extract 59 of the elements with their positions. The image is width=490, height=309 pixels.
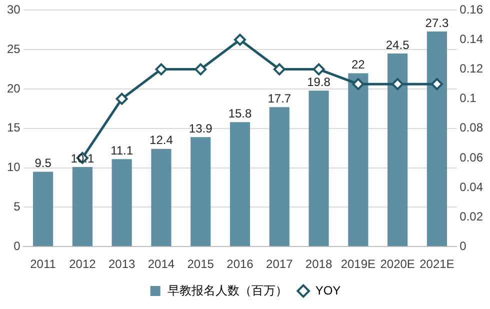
x-tick-label: 2017 [266, 257, 294, 272]
legend-label: YOY [315, 283, 341, 298]
y2-tick-label: 0.1 [460, 91, 477, 106]
x-tick-label: 2015 [187, 257, 214, 272]
x-tick-label: 2020E [380, 257, 415, 272]
bar [348, 73, 368, 246]
data-label: 17.7 [268, 91, 292, 106]
legend-label: 早教报名人数（百万） [167, 283, 288, 298]
x-tick-label: 2011 [30, 257, 56, 272]
point [312, 63, 325, 76]
point [234, 34, 246, 46]
point [392, 78, 404, 90]
x-tick-label: 2016 [226, 257, 254, 272]
point [155, 63, 168, 76]
data-label: 22 [351, 58, 366, 72]
bar [151, 148, 172, 246]
point [194, 63, 207, 76]
y-tick-label: 25 [6, 42, 21, 56]
x-tick-label: 2012 [69, 257, 96, 272]
bar [269, 107, 290, 246]
y-tick-label: 5 [14, 200, 21, 214]
x-tick-label: 2019E [340, 257, 376, 272]
bar [112, 159, 132, 246]
y-tick-label: 0 [14, 238, 21, 253]
y2-tick-label: 0.16 [460, 2, 484, 17]
y-tick-label: 15 [6, 120, 21, 135]
data-label: 27.3 [425, 16, 449, 30]
point [116, 92, 128, 105]
y2-tick-label: 0 [460, 238, 467, 253]
y2-tick-label: 0.14 [460, 32, 484, 46]
x-tick-label: 2021E [420, 257, 454, 272]
bar [72, 167, 92, 246]
y2-tick-label: 0.04 [460, 180, 484, 194]
x-tick-label: 2013 [108, 257, 136, 272]
bar [308, 90, 329, 246]
data-label: 24.5 [386, 38, 410, 52]
data-label: 11.1 [110, 143, 134, 158]
y-tick-label: 30 [6, 2, 21, 17]
x-tick-label: 2014 [148, 257, 175, 272]
y2-tick-label: 0.08 [460, 120, 484, 135]
data-label: 15.8 [228, 106, 252, 120]
data-label: 12.4 [150, 133, 174, 148]
y2-tick-label: 0.12 [460, 62, 484, 76]
data-label: 9.5 [34, 156, 52, 170]
data-label: 13.9 [188, 121, 213, 136]
y-tick-label: 10 [6, 160, 21, 174]
bar [33, 172, 54, 246]
x-tick-label: 2018 [305, 257, 332, 272]
bar [190, 137, 211, 246]
bar [426, 31, 447, 246]
y2-tick-label: 0.06 [460, 150, 484, 164]
y-tick-label: 20 [6, 81, 21, 96]
point [273, 63, 286, 76]
y2-tick-label: 0.02 [460, 209, 484, 224]
bar [230, 122, 250, 246]
point [430, 78, 443, 90]
point [352, 78, 364, 90]
data-label: 19.8 [307, 74, 331, 89]
bar [388, 54, 408, 246]
